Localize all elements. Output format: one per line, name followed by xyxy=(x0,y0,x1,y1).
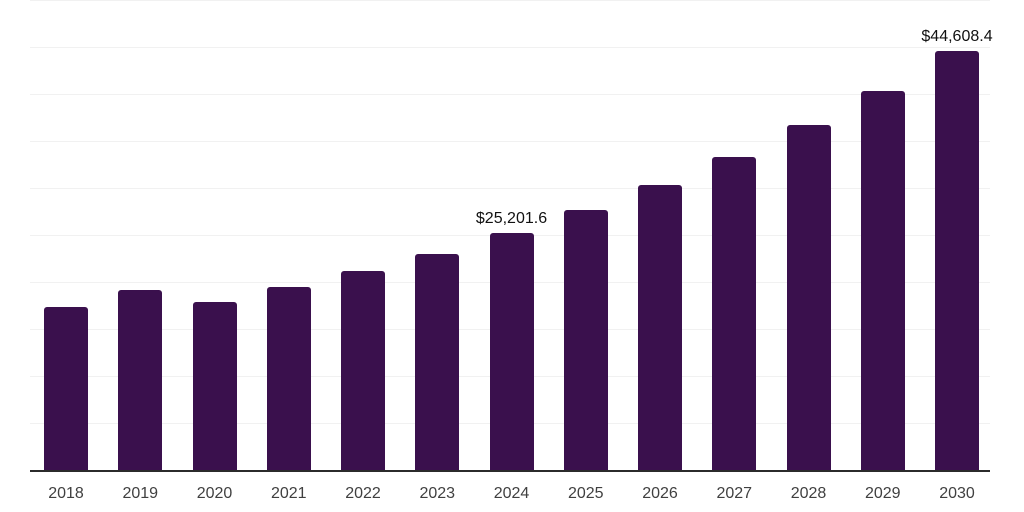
x-tick-label-2019: 2019 xyxy=(122,485,159,502)
bar-2028 xyxy=(786,125,831,470)
x-tick-label-2021: 2021 xyxy=(270,485,307,502)
x-tick-label-2025: 2025 xyxy=(567,485,604,502)
x-tick-label-2030: 2030 xyxy=(939,485,975,502)
x-axis: 2018 2019 2020 2021 2022 2023 2024 2025 2026 2027… xyxy=(30,472,990,512)
x-tick-label-2026: 2026 xyxy=(642,485,678,502)
plot-area: $25,201.6 $44,608.4 xyxy=(30,0,993,472)
x-tick-label-2029: 2029 xyxy=(864,485,901,502)
bar-2019 xyxy=(118,289,163,470)
bar-2024 xyxy=(489,233,534,470)
data-label-2024: $25,201.6 xyxy=(475,210,548,228)
gridline xyxy=(30,0,990,1)
bar-2030 xyxy=(935,50,979,470)
gridline xyxy=(30,47,990,48)
gridline xyxy=(30,188,990,189)
bar-2026 xyxy=(638,185,682,470)
bar-2029 xyxy=(860,91,905,470)
bar-2023 xyxy=(415,253,460,470)
x-tick-label-2018: 2018 xyxy=(48,485,84,502)
bar-2027 xyxy=(712,157,757,470)
x-tick-label-2024: 2024 xyxy=(493,485,530,502)
x-tick-label-2023: 2023 xyxy=(419,485,456,502)
x-tick-label-2027: 2027 xyxy=(716,485,753,502)
bar-2020 xyxy=(192,301,237,470)
gridline xyxy=(30,141,990,142)
x-tick-label-2028: 2028 xyxy=(790,485,827,502)
gridline xyxy=(30,94,990,95)
bar-2018 xyxy=(44,307,88,470)
bar-2022 xyxy=(341,270,385,470)
x-tick-label-2020: 2020 xyxy=(196,485,233,502)
bar-2025 xyxy=(563,209,608,470)
bar-2021 xyxy=(266,286,311,470)
data-label-2030: $44,608.4 xyxy=(921,27,993,45)
x-tick-label-2022: 2022 xyxy=(345,485,381,502)
